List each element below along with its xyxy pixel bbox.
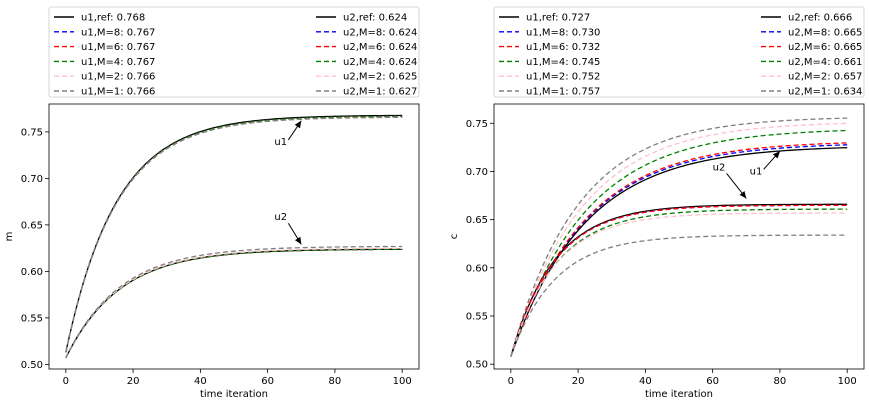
right-legend: u1,ref: 0.727 u1,M=8: 0.730 u1,M=6: 0.732 u…: [493, 6, 865, 98]
left-legend-entry: u1,M=6: 0.767: [81, 42, 155, 53]
left-series-u1-m-4: [65, 115, 403, 353]
right-y-tick-label: 0.70: [466, 167, 488, 178]
left-series-u2-m-2: [65, 247, 403, 359]
left-y-tick-label: 0.50: [21, 360, 43, 371]
left-annotation-arrow-u2: [287, 222, 302, 245]
left-legend-entry: u1,M=4: 0.767: [81, 57, 155, 68]
right-legend-entry: u1,M=4: 0.745: [526, 57, 600, 68]
right-legend-box: [493, 6, 865, 98]
right-y-tick-label: 0.60: [466, 263, 488, 274]
left-legend-entry: u2,M=1: 0.627: [343, 87, 417, 98]
right-y-tick-label: 0.55: [466, 312, 488, 323]
right-y-axis-label: c: [449, 234, 460, 240]
right-series-u1-m-8: [510, 144, 848, 357]
right-series-u1-m-4: [510, 129, 848, 357]
right-y-tick-label: 0.50: [466, 360, 488, 371]
left-legend-entry: u2,ref: 0.624: [343, 13, 407, 24]
right-legend-entry: u1,M=8: 0.730: [526, 27, 600, 38]
left-annotations: u1 u2: [274, 120, 302, 245]
left-legend-entry: u1,M=1: 0.766: [81, 87, 155, 98]
right-annotation-u1: u1: [750, 166, 763, 177]
right-series-u2-m-8: [510, 204, 848, 357]
left-legend: u1,ref: 0.768 u1,M=8: 0.767 u1,M=6: 0.767 u…: [48, 6, 420, 98]
right-legend-entry: u2,M=8: 0.665: [788, 27, 862, 38]
right-legend-entry: u1,M=1: 0.757: [526, 87, 600, 98]
right-series-group: [510, 117, 848, 357]
right-legend-entry: u2,M=1: 0.634: [788, 87, 862, 98]
right-ticks: 0 20 40 60 80 100 0.50 0.55 0.60 0.65 0.70 0.75: [466, 119, 857, 387]
right-x-axis-label: time iteration: [645, 389, 713, 400]
right-x-tick-label: 60: [706, 376, 719, 387]
right-y-tick-label: 0.75: [466, 119, 488, 130]
left-series-u2-m-1: [65, 245, 403, 359]
left-series-u1-m-8: [65, 115, 403, 353]
right-series-u1-m-2: [510, 122, 848, 357]
right-axes-frame: [493, 103, 865, 370]
left-series-u1-m-2: [65, 116, 403, 353]
right-x-tick-label: 0: [508, 376, 514, 387]
left-legend-entry: u2,M=4: 0.624: [343, 57, 417, 68]
left-chart: u1,ref: 0.768 u1,M=8: 0.767 u1,M=6: 0.767 u…: [4, 6, 420, 400]
right-x-tick-label: 100: [838, 376, 857, 387]
left-series-u2-m-6: [65, 248, 403, 359]
left-y-tick-label: 0.55: [21, 313, 43, 324]
left-annotation-u1: u1: [274, 137, 287, 148]
left-annotation-arrow-u1: [287, 120, 302, 141]
right-x-tick-label: 20: [572, 376, 585, 387]
right-series-u2-m-6: [510, 204, 848, 357]
right-legend-entry: u1,M=2: 0.752: [526, 72, 600, 83]
left-series-group: [65, 114, 403, 359]
right-legend-entry: u2,M=4: 0.661: [788, 57, 862, 68]
left-ticks: 0 20 40 60 80 100 0.50 0.55 0.60 0.65 0.70 0.75: [21, 127, 412, 387]
right-legend-entry: u2,M=2: 0.657: [788, 72, 862, 83]
right-x-tick-label: 80: [774, 376, 787, 387]
left-x-tick-label: 20: [127, 376, 140, 387]
left-series-u2-m-8: [65, 248, 403, 359]
right-annotation-arrow-u2: [726, 173, 747, 199]
left-axes-frame: [48, 103, 420, 370]
right-series-u1-m-6: [510, 142, 848, 357]
right-series-u1-ref: [510, 147, 848, 357]
right-legend-entry: u1,M=6: 0.732: [526, 42, 600, 53]
left-series-u2-ref: [65, 248, 403, 359]
right-series-u2-m-2: [510, 212, 848, 357]
left-legend-entry: u1,M=8: 0.767: [81, 27, 155, 38]
right-series-u2-m-1: [510, 234, 848, 357]
left-legend-entry: u2,M=6: 0.624: [343, 42, 417, 53]
right-annotations: u2 u1: [713, 150, 781, 199]
left-series-u1-m-6: [65, 115, 403, 353]
right-annotation-u2: u2: [713, 162, 726, 173]
left-legend-box: [48, 6, 420, 98]
right-series-u1-m-1: [510, 117, 848, 357]
right-chart: u1,ref: 0.727 u1,M=8: 0.730 u1,M=6: 0.732 u…: [449, 6, 865, 400]
left-x-tick-label: 80: [329, 376, 342, 387]
left-y-tick-label: 0.75: [21, 127, 43, 138]
left-x-tick-label: 0: [63, 376, 69, 387]
left-x-tick-label: 40: [194, 376, 207, 387]
left-legend-entry: u2,M=8: 0.624: [343, 27, 417, 38]
left-legend-entry: u1,ref: 0.768: [81, 13, 145, 24]
left-legend-entry: u1,M=2: 0.766: [81, 72, 155, 83]
right-y-tick-label: 0.65: [466, 215, 488, 226]
left-legend-entry: u2,M=2: 0.625: [343, 72, 417, 83]
left-series-u1-m-1: [65, 116, 403, 353]
left-x-axis-label: time iteration: [200, 389, 268, 400]
left-x-tick-label: 60: [261, 376, 274, 387]
left-x-tick-label: 100: [393, 376, 412, 387]
left-series-u1-ref: [65, 114, 403, 353]
left-annotation-u2: u2: [274, 212, 287, 223]
left-y-tick-label: 0.60: [21, 267, 43, 278]
right-legend-entry: u2,ref: 0.666: [788, 13, 852, 24]
right-series-u2-ref: [510, 203, 848, 357]
right-legend-entry: u1,ref: 0.727: [526, 13, 590, 24]
right-annotation-arrow-u1: [763, 150, 781, 170]
right-series-u2-m-4: [510, 208, 848, 357]
left-y-axis-label: m: [4, 232, 15, 242]
left-series-u2-m-4: [65, 248, 403, 359]
right-legend-entry: u2,M=6: 0.665: [788, 42, 862, 53]
left-y-tick-label: 0.65: [21, 220, 43, 231]
right-x-tick-label: 40: [639, 376, 652, 387]
left-y-tick-label: 0.70: [21, 174, 43, 185]
